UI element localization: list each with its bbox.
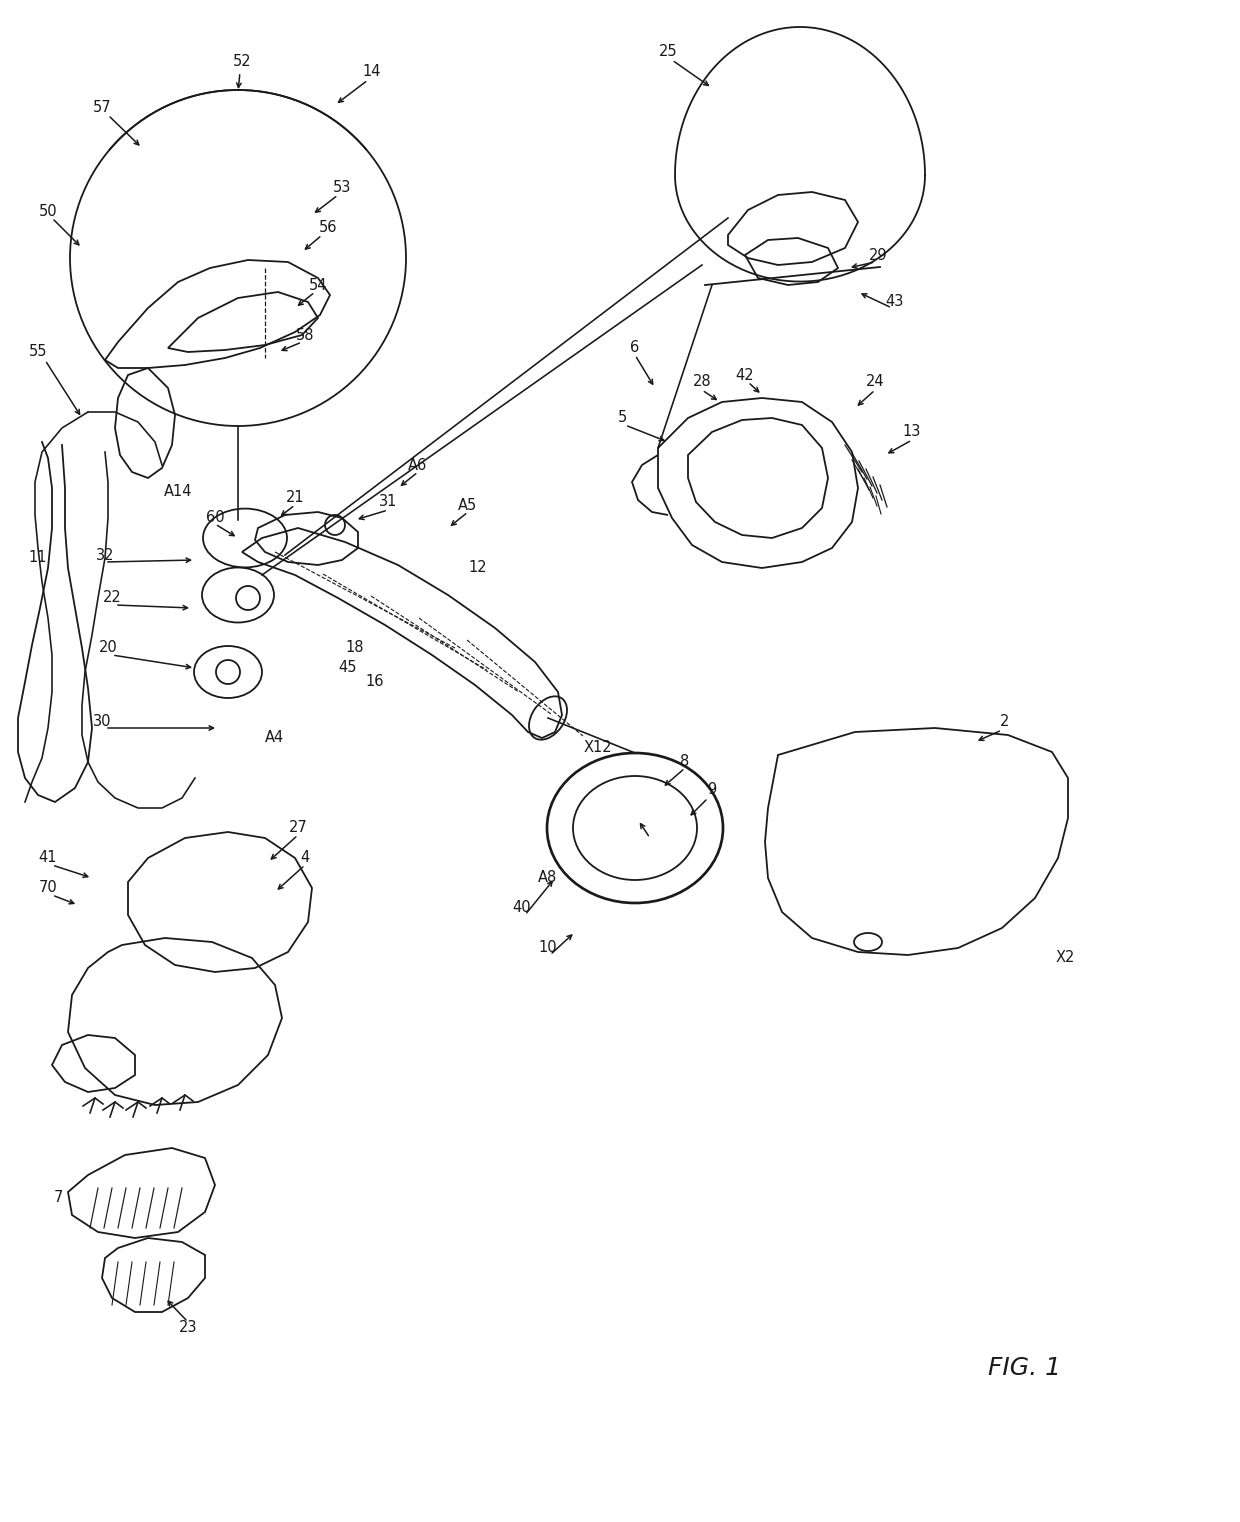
Text: 24: 24 (866, 374, 884, 390)
Text: A8: A8 (538, 871, 558, 886)
Text: 70: 70 (38, 881, 57, 895)
Text: 28: 28 (693, 374, 712, 390)
Text: 52: 52 (233, 55, 252, 70)
Text: 5: 5 (618, 411, 626, 426)
Text: 22: 22 (103, 591, 122, 606)
Text: 30: 30 (93, 714, 112, 729)
Text: FIG. 1: FIG. 1 (988, 1356, 1061, 1380)
Text: 12: 12 (469, 560, 487, 575)
Text: X12: X12 (584, 741, 613, 755)
Text: 50: 50 (38, 204, 57, 219)
Text: 27: 27 (289, 820, 308, 836)
Text: 56: 56 (319, 221, 337, 236)
Text: 11: 11 (29, 551, 47, 566)
Text: 7: 7 (53, 1190, 63, 1205)
Text: 16: 16 (366, 674, 384, 689)
Text: 53: 53 (332, 181, 351, 195)
Text: 6: 6 (630, 341, 640, 356)
Text: 8: 8 (681, 755, 689, 770)
Text: 57: 57 (93, 100, 112, 116)
Text: 10: 10 (538, 941, 557, 956)
Text: 42: 42 (735, 367, 754, 382)
Text: 31: 31 (378, 495, 397, 510)
Text: 41: 41 (38, 851, 57, 866)
Text: 14: 14 (363, 64, 381, 79)
Text: 32: 32 (95, 548, 114, 563)
Text: 21: 21 (285, 490, 304, 505)
Text: 25: 25 (658, 44, 677, 59)
Text: A4: A4 (265, 731, 285, 746)
Text: 55: 55 (29, 344, 47, 359)
Text: A5: A5 (459, 498, 477, 513)
Text: 2: 2 (1001, 714, 1009, 729)
Text: 23: 23 (179, 1321, 197, 1335)
Text: 45: 45 (339, 661, 357, 676)
Text: A14: A14 (164, 484, 192, 499)
Text: 9: 9 (707, 782, 717, 798)
Text: 29: 29 (869, 248, 888, 262)
Text: 60: 60 (206, 510, 224, 525)
Text: 20: 20 (99, 641, 118, 656)
Text: A6: A6 (408, 458, 428, 472)
Text: 13: 13 (903, 425, 921, 440)
Text: 43: 43 (885, 294, 904, 309)
Text: 58: 58 (296, 327, 314, 342)
Text: 40: 40 (512, 901, 531, 916)
Text: 4: 4 (300, 851, 310, 866)
Text: X2: X2 (1055, 951, 1075, 965)
Text: 54: 54 (309, 277, 327, 292)
Text: 18: 18 (346, 641, 365, 656)
